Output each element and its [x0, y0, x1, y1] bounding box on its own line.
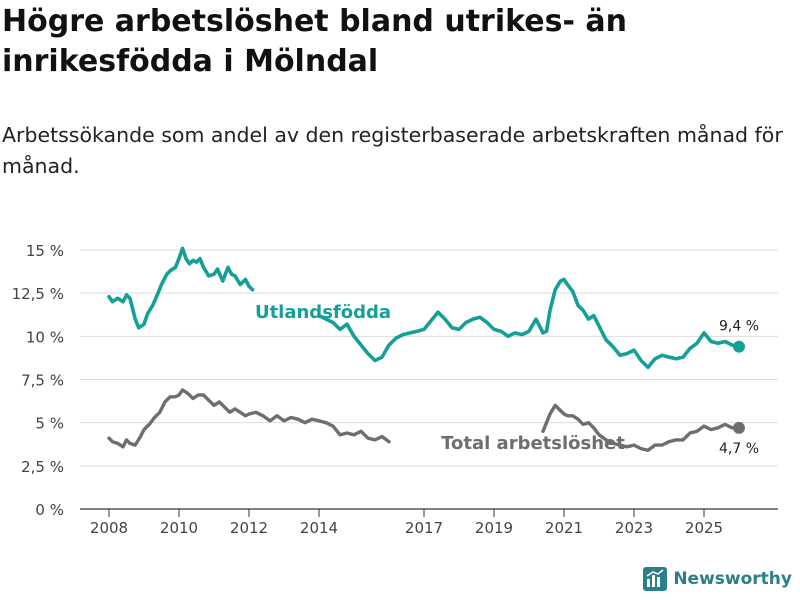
x-tick-label: 2008 — [90, 519, 128, 537]
x-tick-label: 2012 — [230, 519, 268, 537]
y-tick-label: 12,5 % — [12, 285, 64, 303]
y-tick-label: 15 % — [26, 242, 64, 260]
chart-subtitle: Arbetssökande som andel av den registerb… — [2, 123, 783, 178]
series-line-total — [541, 403, 741, 452]
chart-title: Högre arbetslöshet bland utrikes- än inr… — [2, 4, 627, 79]
series-end-point-total — [733, 421, 745, 434]
newsworthy-brand[interactable]: Newsworthy — [643, 566, 792, 592]
y-tick-label: 7,5 % — [21, 372, 64, 390]
series-label: Utlandsfödda — [255, 302, 391, 323]
x-tick-label: 2019 — [475, 519, 513, 537]
series-label: Total arbetslöshet — [441, 433, 625, 454]
x-tick-label: 2017 — [405, 519, 443, 537]
y-tick-label: 2,5 % — [21, 458, 64, 476]
series-line-total — [107, 388, 391, 449]
x-tick-label: 2014 — [300, 519, 338, 537]
x-tick-label: 2021 — [545, 519, 583, 537]
x-tick-label: 2023 — [615, 519, 653, 537]
y-tick-label: 5 % — [35, 415, 64, 433]
series-end-label: 9,4 % — [719, 319, 759, 335]
brand-name: Newsworthy — [673, 569, 792, 589]
y-tick-label: 0 % — [35, 501, 64, 519]
newsworthy-logo-icon — [643, 567, 668, 591]
series-line-utlandsfodda — [317, 277, 741, 370]
y-tick-label: 10 % — [26, 328, 64, 346]
series-line-utlandsfodda — [107, 246, 255, 330]
x-tick-label: 2025 — [685, 519, 723, 537]
series-end-point-utlandsfodda — [733, 340, 745, 353]
x-tick-label: 2010 — [160, 519, 198, 537]
series-end-label: 4,7 % — [719, 441, 759, 457]
